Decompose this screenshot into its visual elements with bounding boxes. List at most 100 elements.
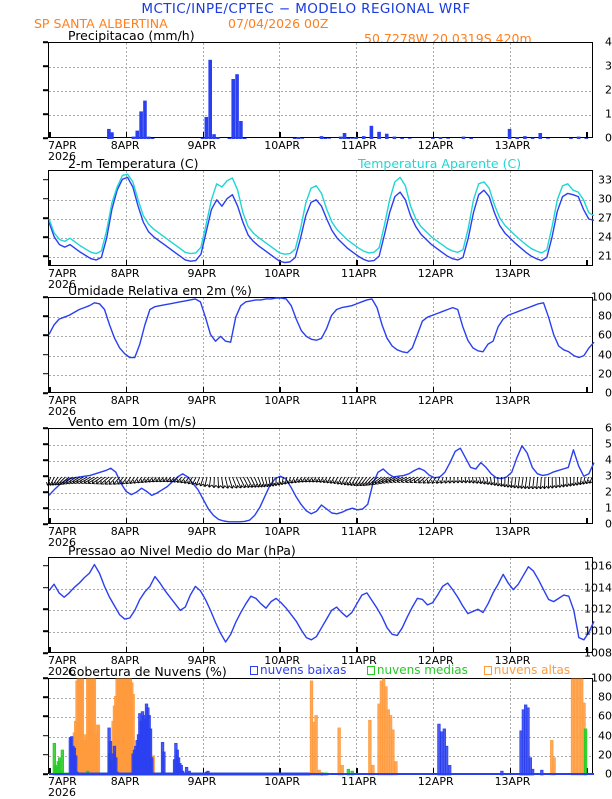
y-tick (43, 587, 48, 589)
x-axis-label: 10APR (264, 139, 300, 152)
y-axis-label: 40 (568, 729, 612, 742)
x-axis-label: 13APR (495, 267, 531, 280)
series-clouds (49, 679, 594, 775)
x-axis-label: 12APR (418, 394, 454, 407)
series-wind (49, 429, 594, 525)
y-tick (43, 236, 48, 238)
y-tick (43, 315, 48, 317)
y-tick (43, 65, 48, 67)
x-axis-label: 8APR (111, 775, 140, 788)
header-title: MCTIC/INPE/CPTEC − MODELO REGIONAL WRF (0, 1, 612, 17)
x-axis-label: 11APR (341, 139, 377, 152)
y-axis-label: 3 (568, 60, 612, 73)
y-tick (43, 427, 48, 429)
x-axis-label: 10APR (264, 394, 300, 407)
legend-swatch-1 (367, 666, 375, 675)
y-tick (43, 354, 48, 356)
y-axis-label: 1012 (568, 603, 612, 616)
y-axis-label: 60 (568, 710, 612, 723)
precip-bar (243, 138, 247, 139)
series-temperature (49, 171, 594, 267)
x-axis-label: 10APR (264, 775, 300, 788)
x-axis-label: 8APR (111, 525, 140, 538)
x-axis-year: 2026 (48, 786, 76, 799)
plot-area-precipitation (48, 42, 593, 138)
y-tick (43, 630, 48, 632)
y-axis-label: 1014 (568, 581, 612, 594)
y-axis-label: 2 (568, 84, 612, 97)
panel-title-clouds: Cobertura de Nuvens (%) (68, 664, 227, 679)
y-axis-label: 0 (568, 518, 612, 531)
plot-area-temperature (48, 170, 593, 266)
x-axis-label: 11APR (341, 525, 377, 538)
legend-temperatura-aparente: Temperatura Aparente (C) (358, 156, 521, 171)
series-precipitation (49, 43, 594, 139)
legend-swatch-0 (250, 666, 258, 675)
precip-bar (231, 79, 235, 139)
y-axis-label: 2 (568, 486, 612, 499)
data-line (49, 174, 594, 254)
y-axis-label: 0 (568, 132, 612, 145)
x-axis-label: 13APR (495, 775, 531, 788)
y-tick (43, 89, 48, 91)
y-tick (43, 696, 48, 698)
cloud-bar (553, 758, 556, 775)
data-line (49, 177, 594, 262)
cloud-bar (369, 720, 372, 775)
y-tick (43, 609, 48, 611)
y-axis-label: 1016 (568, 559, 612, 572)
precip-bar (301, 138, 305, 139)
panel-title-precipitation: Precipitacao (mm/h) (68, 28, 195, 43)
x-axis-label: 12APR (418, 267, 454, 280)
cloud-bar (438, 724, 441, 775)
panel-title-pressure: Pressao ao Nivel Medio do Mar (hPa) (68, 543, 296, 558)
plot-area-wind (48, 428, 593, 524)
y-axis-label: 100 (568, 291, 612, 304)
precip-bar (385, 134, 389, 139)
precip-bar (469, 138, 473, 139)
precip-bar (135, 131, 139, 139)
x-axis-label: 9APR (188, 394, 217, 407)
x-axis-label: 8APR (111, 394, 140, 407)
precip-bar (110, 132, 114, 139)
x-axis-label: 10APR (264, 267, 300, 280)
cloud-bar (315, 715, 318, 775)
y-tick (43, 373, 48, 375)
series-humidity (49, 298, 594, 394)
y-axis-label: 3 (568, 470, 612, 483)
plot-area-humidity (48, 297, 593, 393)
precip-bar (147, 137, 151, 139)
x-axis-label: 9APR (188, 139, 217, 152)
y-axis-label: 1 (568, 502, 612, 515)
cloud-bar (61, 750, 64, 775)
y-tick (43, 113, 48, 115)
y-tick (43, 198, 48, 200)
y-axis-label: 6 (568, 422, 612, 435)
x-axis-label: 13APR (495, 139, 531, 152)
cloud-bar (338, 728, 341, 775)
precip-bar (400, 138, 404, 139)
y-tick (43, 256, 48, 258)
y-axis-label: 4 (568, 36, 612, 49)
legend-item-nuvens-medias: nuvens medias (367, 663, 468, 677)
y-tick (43, 754, 48, 756)
wind-barbs (46, 477, 592, 489)
y-tick (43, 179, 48, 181)
y-axis-label: 21 (568, 250, 612, 263)
precip-bar (538, 133, 542, 139)
plot-area-clouds (48, 678, 593, 774)
y-tick (43, 459, 48, 461)
x-axis-label: 13APR (495, 394, 531, 407)
y-tick (43, 565, 48, 567)
precip-bar (508, 129, 512, 139)
cloud-bar (163, 752, 166, 775)
y-axis-label: 0 (568, 387, 612, 400)
precip-bar (324, 138, 328, 139)
y-tick (43, 41, 48, 43)
y-axis-label: 20 (568, 748, 612, 761)
precip-bar (370, 126, 374, 139)
y-tick (43, 217, 48, 219)
y-axis-label: 1 (568, 108, 612, 121)
y-tick (43, 507, 48, 509)
y-tick (43, 491, 48, 493)
